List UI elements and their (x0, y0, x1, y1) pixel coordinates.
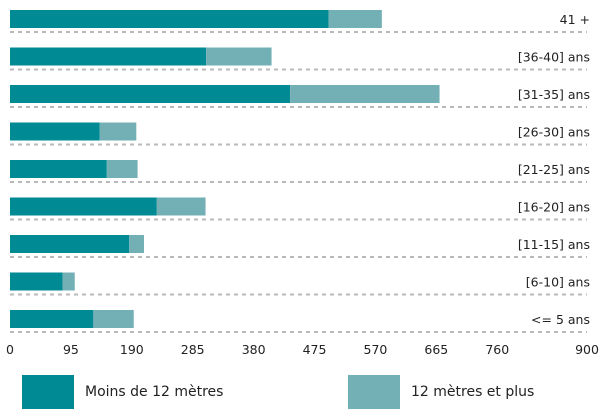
bar-segment-series-1 (10, 85, 291, 103)
x-tick-label: 475 (303, 342, 327, 357)
legend: Moins de 12 mètres 12 mètres et plus (0, 375, 604, 409)
legend-item-series-1: Moins de 12 mètres (22, 375, 223, 409)
bar-segment-series-1 (10, 47, 207, 66)
legend-swatch-series-1 (22, 375, 74, 409)
bar-chart: 41 + [36-40] ans [31-35] ans [26-30] ans [21… (6, 10, 599, 357)
bar-segment-series-1 (10, 122, 100, 141)
bar-segment-series-2 (93, 310, 134, 328)
bar-segment-series-2 (62, 272, 75, 291)
bar-segment-series-2 (99, 122, 137, 141)
category-label: [26-30] ans (518, 125, 590, 140)
x-tick-label: 190 (120, 342, 144, 357)
x-tick-label: 760 (485, 342, 509, 357)
x-axis-ticks: 0 95 190 285 380 475 570 665 760 900 (6, 342, 599, 357)
bar-segment-series-2 (328, 10, 382, 28)
bar-segment-series-1 (10, 272, 63, 291)
category-label: [6-10] ans (526, 275, 590, 290)
x-tick-label: 380 (242, 342, 266, 357)
bar-segment-series-2 (206, 47, 272, 66)
category-labels: 41 + [36-40] ans [31-35] ans [26-30] ans [21… (518, 12, 590, 327)
bar-segment-series-1 (10, 310, 94, 328)
category-label: 41 + (560, 12, 590, 27)
legend-item-series-2: 12 mètres et plus (348, 375, 534, 409)
row-separators (10, 31, 587, 333)
bar-segment-series-1 (10, 235, 130, 253)
legend-label-series-1: Moins de 12 mètres (85, 384, 224, 400)
category-label: <= 5 ans (531, 312, 590, 327)
category-label: [16-20] ans (518, 200, 590, 215)
x-tick-label: 570 (364, 342, 388, 357)
x-tick-label: 0 (6, 342, 14, 357)
bars (10, 10, 440, 328)
x-tick-label: 665 (424, 342, 448, 357)
bar-segment-series-1 (10, 160, 107, 178)
category-label: [31-35] ans (518, 87, 590, 102)
legend-swatch-series-2 (348, 375, 400, 409)
legend-label-series-2: 12 mètres et plus (411, 384, 535, 400)
x-tick-label: 900 (575, 342, 599, 357)
x-tick-label: 95 (63, 342, 79, 357)
x-tick-label: 285 (181, 342, 205, 357)
bar-segment-series-2 (129, 235, 144, 253)
category-label: [36-40] ans (518, 50, 590, 65)
category-label: [21-25] ans (518, 162, 590, 177)
bar-segment-series-1 (10, 10, 329, 28)
bar-segment-series-2 (106, 160, 138, 178)
bar-segment-series-2 (156, 197, 206, 216)
bar-segment-series-2 (290, 85, 440, 103)
category-label: [11-15] ans (518, 237, 590, 252)
bar-segment-series-1 (10, 197, 157, 216)
